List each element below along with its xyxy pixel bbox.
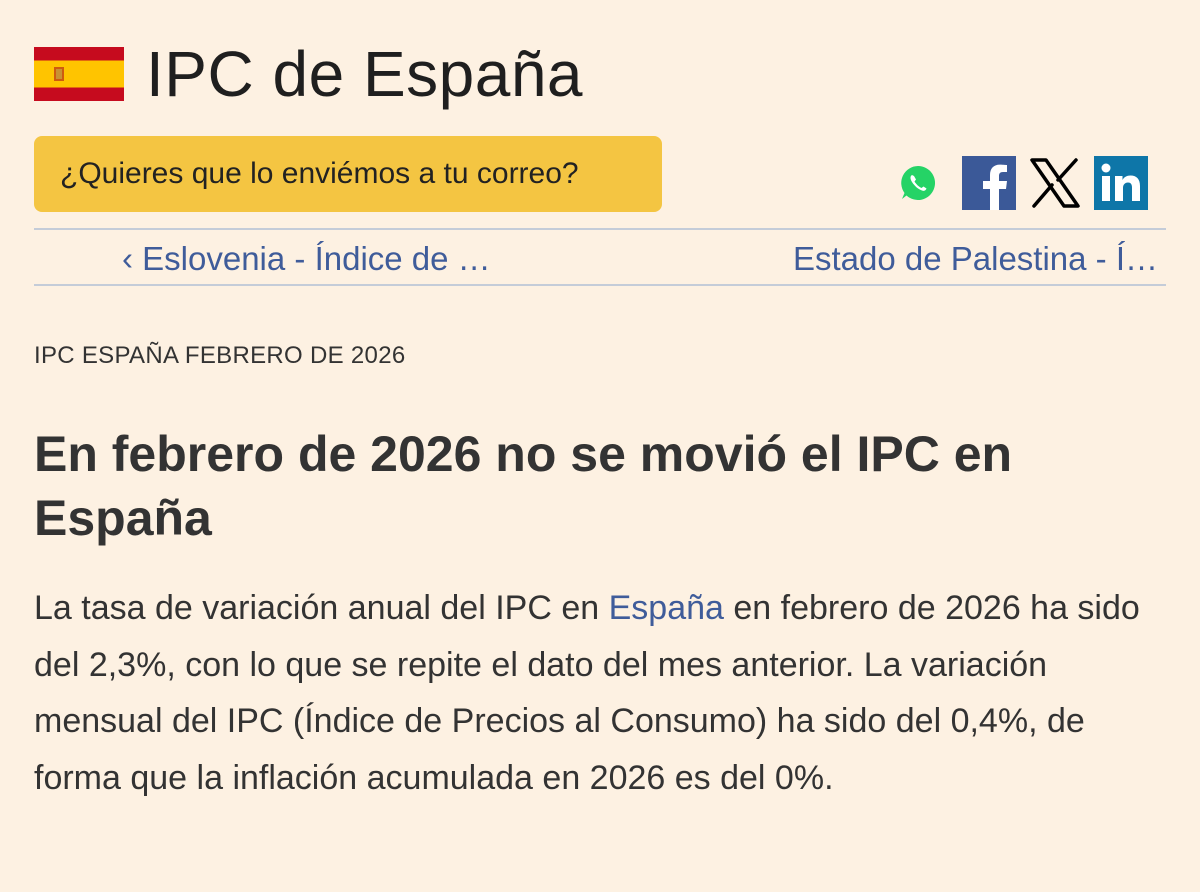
article-navigation: ‹ Eslovenia - Índice de … Estado de Pale… xyxy=(34,228,1166,286)
next-article-link[interactable]: Estado de Palestina - Í… xyxy=(792,240,1158,277)
page-header: IPC de España xyxy=(34,36,583,112)
article-headline: En febrero de 2026 no se movió el IPC en… xyxy=(34,426,1013,546)
spain-flag-icon xyxy=(34,47,124,101)
facebook-icon[interactable] xyxy=(962,156,1016,210)
country-link[interactable]: España xyxy=(608,589,724,627)
page-title: IPC de España xyxy=(146,38,583,110)
email-subscribe-button[interactable]: ¿Quieres que lo enviémos a tu correo? xyxy=(34,136,662,212)
body-text-start: La tasa de variación anual del IPC en xyxy=(34,589,609,627)
whatsapp-icon[interactable] xyxy=(898,163,938,203)
share-bar xyxy=(898,156,1148,210)
linkedin-icon[interactable] xyxy=(1094,156,1148,210)
article-kicker: IPC ESPAÑA FEBRERO DE 2026 xyxy=(34,342,406,369)
prev-article-link[interactable]: ‹ Eslovenia - Índice de … xyxy=(122,240,491,277)
article-body: La tasa de variación anual del IPC en Es… xyxy=(34,580,1174,806)
body-text-end: en febrero de 2026 ha sido del 2,3%, con… xyxy=(34,589,1140,797)
x-icon[interactable] xyxy=(1028,156,1082,210)
